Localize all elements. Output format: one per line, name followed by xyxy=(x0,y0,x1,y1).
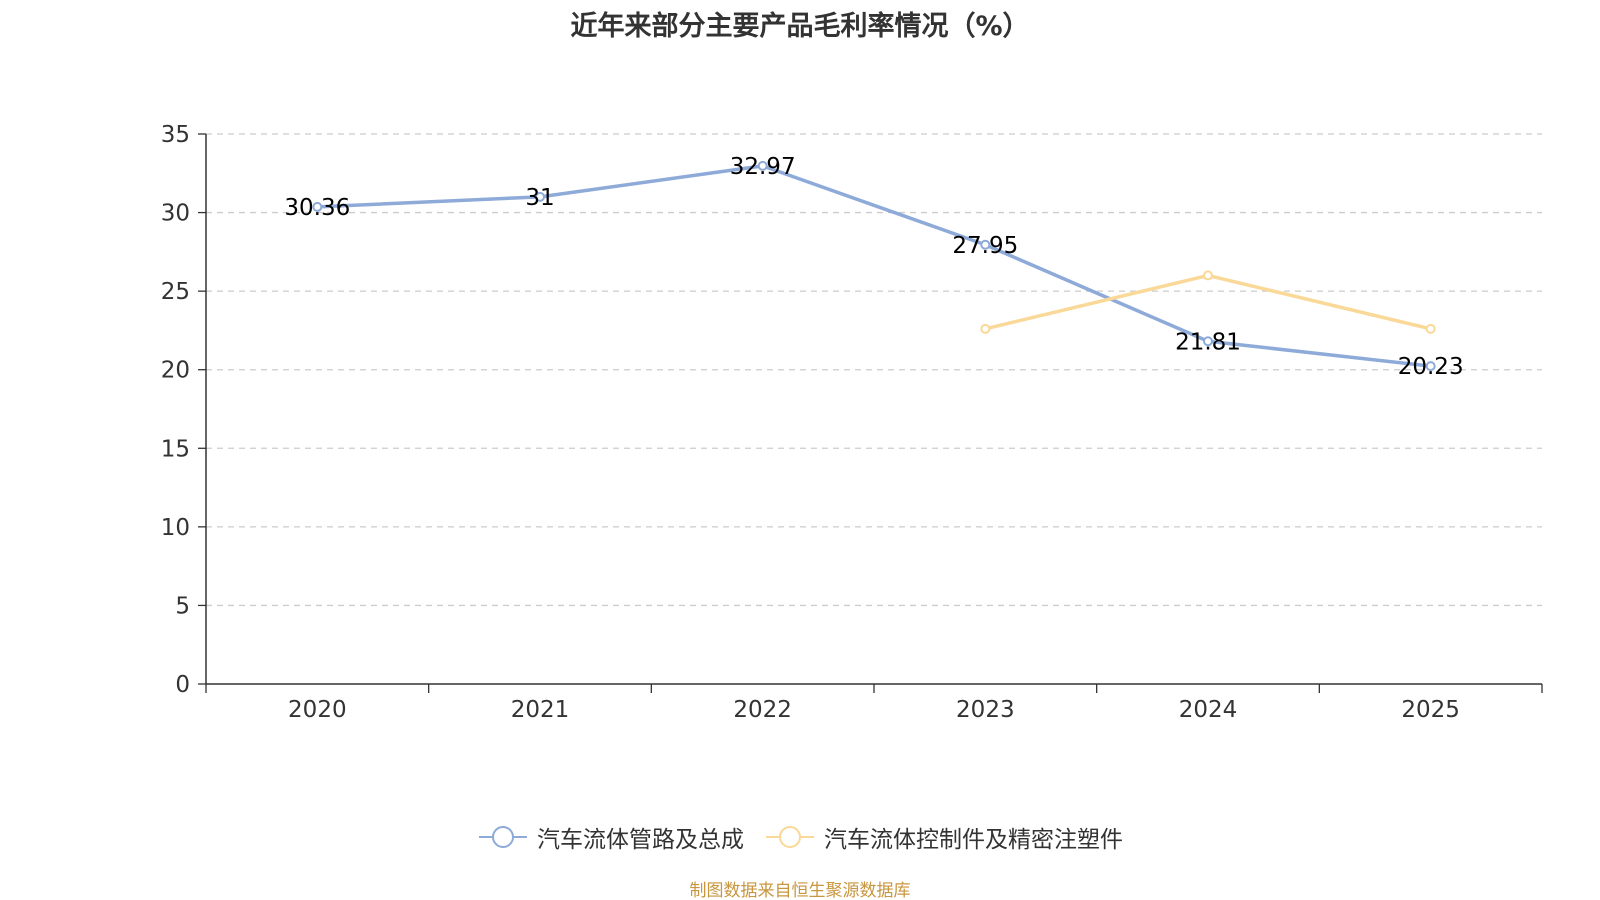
series-2-point xyxy=(1425,323,1436,334)
series-line-1 xyxy=(317,164,1431,368)
legend-item-series-2[interactable]: 汽车流体控制件及精密注塑件 xyxy=(764,820,1123,854)
legend: 汽车流体管路及总成 汽车流体控制件及精密注塑件 xyxy=(0,820,1600,854)
data-label: 27.95 xyxy=(952,233,1018,259)
data-label: 32.97 xyxy=(730,154,796,180)
y-tick-label: 10 xyxy=(161,515,190,541)
data-label: 30.36 xyxy=(284,195,350,221)
series-1-point xyxy=(1425,361,1436,372)
y-tick-label: 25 xyxy=(161,279,190,305)
x-tick-label: 2021 xyxy=(511,697,570,723)
y-tick-label: 35 xyxy=(161,122,190,148)
x-tick-label: 2022 xyxy=(733,697,792,723)
series-1-point xyxy=(757,160,768,171)
data-label: 31 xyxy=(525,185,554,211)
legend-item-series-1[interactable]: 汽车流体管路及总成 xyxy=(477,820,744,854)
x-tick-label: 2023 xyxy=(956,697,1015,723)
series-line-2 xyxy=(984,273,1432,331)
y-tick-label: 20 xyxy=(161,358,190,384)
y-tick-label: 5 xyxy=(175,593,190,619)
y-tick-label: 15 xyxy=(161,436,190,462)
chart-title: 近年来部分主要产品毛利率情况（%） xyxy=(570,11,1030,42)
series-1-point xyxy=(535,191,545,202)
y-tick-label: 0 xyxy=(175,672,190,698)
x-tick-label: 2024 xyxy=(1179,697,1238,723)
data-label: 20.23 xyxy=(1398,354,1464,380)
legend-symbol-series-2 xyxy=(764,822,816,852)
series-1-point xyxy=(1203,336,1213,347)
source-note: 制图数据来自恒生聚源数据库 xyxy=(689,881,911,900)
y-tick-label: 30 xyxy=(161,201,190,227)
legend-label-series-1: 汽车流体管路及总成 xyxy=(537,827,744,853)
series-2-point xyxy=(1203,270,1213,281)
x-tick-label: 2025 xyxy=(1401,697,1460,723)
series-2-point xyxy=(980,323,991,334)
series-1-point xyxy=(980,239,991,250)
x-tick-label: 2020 xyxy=(288,697,347,723)
series-1-point xyxy=(312,201,323,212)
legend-symbol-series-1 xyxy=(477,822,529,852)
legend-label-series-2: 汽车流体控制件及精密注塑件 xyxy=(824,827,1123,853)
data-label: 21.81 xyxy=(1175,329,1241,355)
